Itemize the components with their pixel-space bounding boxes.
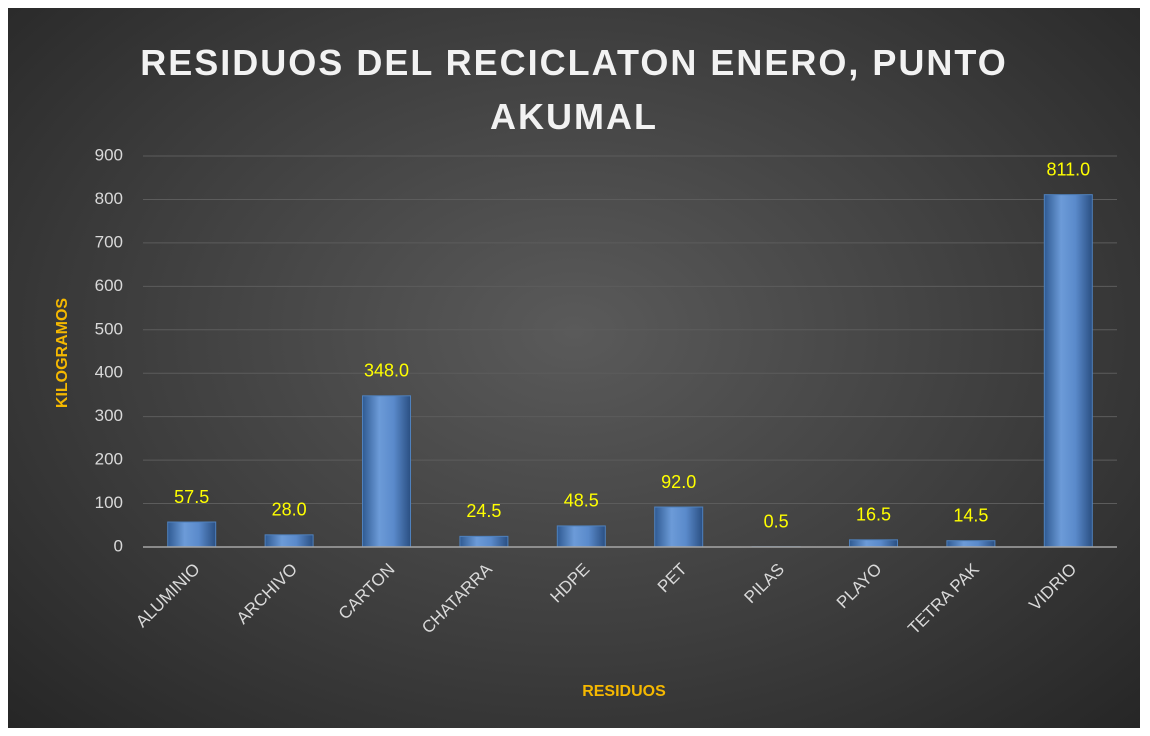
data-label: 0.5 (764, 512, 789, 532)
y-axis-title: KILOGRAMOS (54, 298, 71, 409)
y-tick-label: 300 (95, 406, 123, 425)
data-label: 348.0 (364, 361, 409, 381)
x-tick-label: ALUMINIO (132, 560, 204, 632)
bar (849, 539, 898, 548)
y-tick-label: 400 (95, 363, 123, 382)
y-tick-label: 0 (114, 536, 123, 555)
x-axis-title: RESIDUOS (582, 683, 666, 700)
y-tick-label: 200 (95, 450, 123, 469)
chart: 0 100 200 300 400 500 600 700 800 900 ALUMINIO 57.5… (54, 145, 1117, 700)
data-label: 24.5 (466, 501, 501, 521)
x-tick-label: PILAS (741, 560, 789, 608)
bar (362, 395, 411, 548)
bar (946, 540, 996, 548)
data-label: 48.5 (564, 491, 599, 511)
x-tick-label: HDPE (546, 560, 593, 607)
x-tick-label: ARCHIVO (233, 560, 301, 628)
y-tick-label: 800 (95, 189, 123, 208)
x-tick-label: CHATARRA (418, 559, 496, 637)
x-tick-label: TETRA PAK (904, 559, 983, 638)
bar (556, 525, 606, 548)
x-tick-label: PLAYO (833, 560, 886, 613)
data-label: 28.0 (272, 500, 307, 520)
chart-background: 0 100 200 300 400 500 600 700 800 900 ALUMINIO 57.5… (8, 8, 1140, 728)
y-tick-label: 600 (95, 276, 123, 295)
y-tick-label: 100 (95, 493, 123, 512)
bar (459, 535, 509, 548)
bar (264, 534, 314, 548)
x-tick-label: VIDRIO (1025, 560, 1080, 615)
data-label: 92.0 (661, 472, 696, 492)
bar (654, 506, 704, 548)
chart-title: RESIDUOS DEL RECICLATON ENERO, PUNTO AKU… (140, 42, 1008, 137)
data-label: 811.0 (1046, 159, 1090, 179)
x-tick-label: PET (654, 560, 691, 597)
y-tick-label: 900 (95, 145, 123, 164)
bar (167, 521, 217, 548)
bar (1043, 194, 1093, 548)
data-label: 57.5 (174, 487, 209, 507)
data-label: 16.5 (856, 505, 891, 525)
x-tick-label: CARTON (335, 560, 399, 624)
data-label: 14.5 (953, 505, 988, 525)
y-tick-label: 700 (95, 232, 123, 251)
y-tick-label: 500 (95, 319, 123, 338)
